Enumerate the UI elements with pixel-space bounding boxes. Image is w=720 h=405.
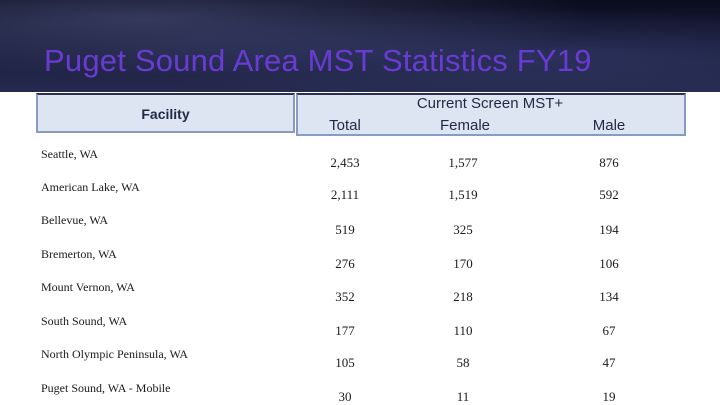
total-value: 177 — [335, 323, 355, 338]
page-title: Puget Sound Area MST Statistics FY19 — [44, 43, 592, 78]
facility-name: American Lake, WA — [41, 180, 140, 194]
female-value: 170 — [453, 256, 473, 271]
female-value: 325 — [453, 222, 473, 237]
facility-header-cell — [36, 93, 295, 133]
male-value: 67 — [602, 323, 616, 338]
stats-header-cell — [296, 93, 686, 136]
male-value: 47 — [602, 355, 616, 370]
male-value: 194 — [599, 222, 619, 237]
column-header-male: Male — [592, 117, 626, 134]
total-value: 30 — [338, 389, 352, 404]
female-value: 11 — [456, 389, 470, 404]
facility-name: Bremerton, WA — [41, 247, 117, 261]
male-value: 876 — [599, 155, 619, 170]
facility-name: Bellevue, WA — [41, 213, 109, 227]
facility-name: Mount Vernon, WA — [41, 280, 135, 294]
facility-name: South Sound, WA — [41, 314, 128, 328]
female-value: 1,577 — [448, 155, 478, 170]
facility-name: Seattle, WA — [41, 147, 99, 161]
total-value: 352 — [335, 289, 355, 304]
total-value: 519 — [335, 222, 355, 237]
facility-name: Puget Sound, WA - Mobile — [41, 381, 171, 395]
column-header-total: Total — [329, 117, 361, 134]
title-banner — [0, 0, 720, 92]
male-value: 19 — [602, 389, 616, 404]
column-header-female: Female — [439, 117, 491, 134]
total-value: 105 — [335, 355, 355, 370]
male-value: 134 — [599, 289, 619, 304]
male-value: 592 — [599, 187, 619, 202]
facility-name: North Olympic Peninsula, WA — [41, 347, 189, 361]
female-value: 1,519 — [448, 187, 478, 202]
total-value: 2,111 — [330, 187, 360, 202]
group-header: Current Screen MST+ — [416, 95, 564, 112]
male-value: 106 — [599, 256, 619, 271]
total-value: 276 — [335, 256, 355, 271]
total-value: 2,453 — [330, 155, 360, 170]
female-value: 218 — [453, 289, 473, 304]
female-value: 58 — [456, 355, 470, 370]
facility-header: Facility — [141, 106, 190, 122]
female-value: 110 — [453, 323, 473, 338]
